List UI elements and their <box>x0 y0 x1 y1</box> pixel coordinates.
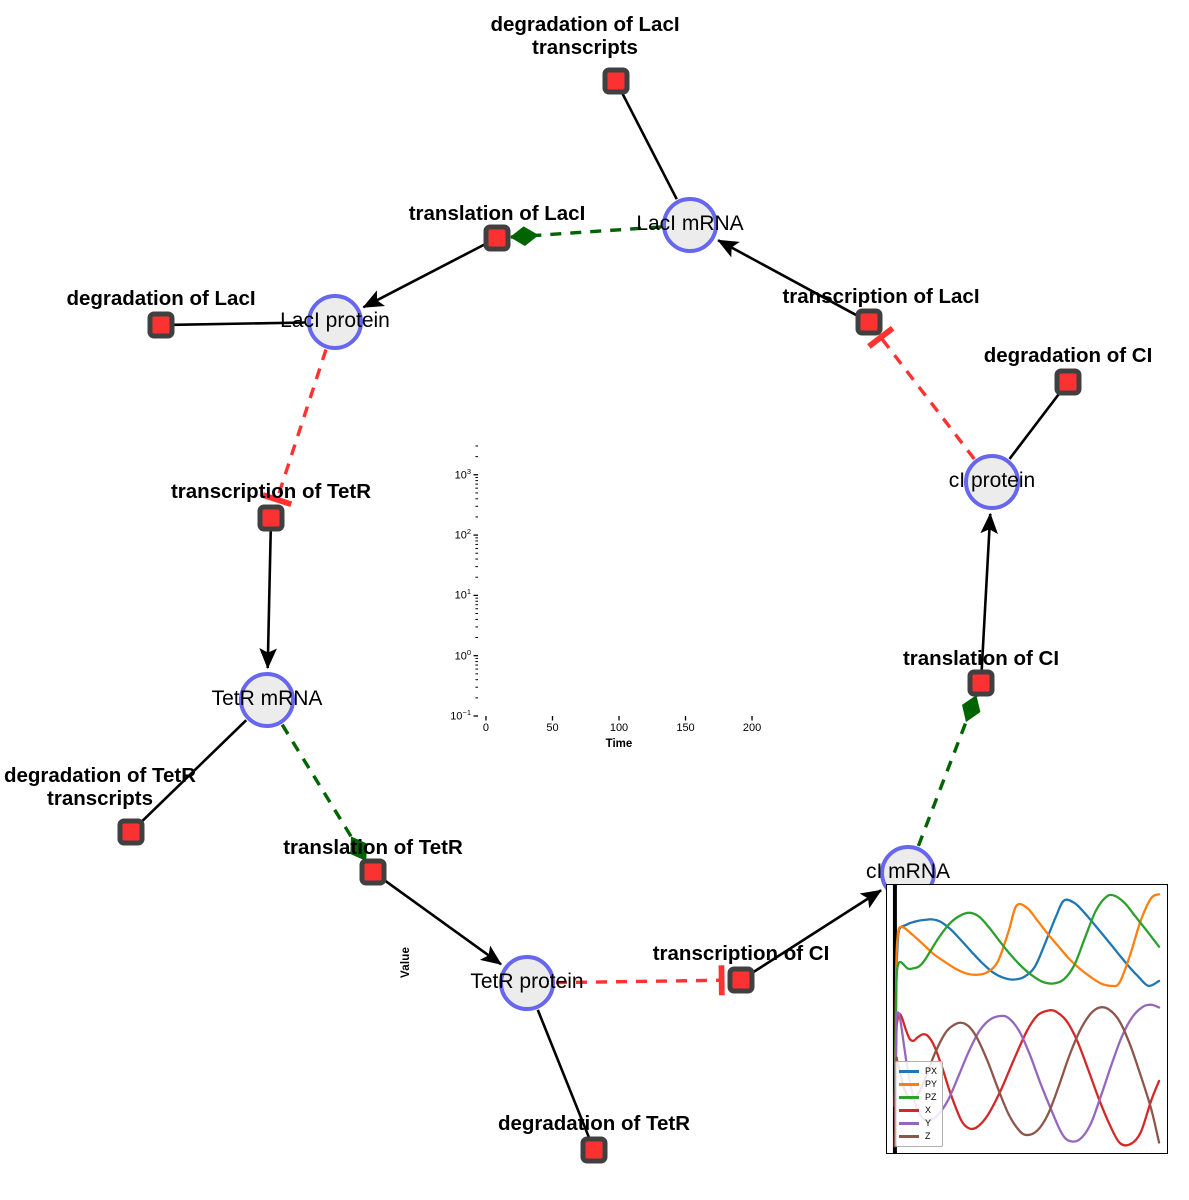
reaction-node[interactable] <box>1054 368 1082 396</box>
y-tick-label: 103 <box>454 466 471 482</box>
edge-solid-arrow <box>751 889 882 975</box>
legend-item: Y <box>899 1117 937 1130</box>
edge-dashed-tee <box>867 325 976 461</box>
legend-swatch <box>899 1096 919 1099</box>
legend-label: PX <box>925 1066 938 1076</box>
x-tick-label: 100 <box>609 722 629 734</box>
reaction-node[interactable] <box>257 504 285 532</box>
species-node[interactable] <box>307 294 363 350</box>
edge-solid-arrow <box>362 242 487 309</box>
chart-series-py <box>893 893 1161 1108</box>
y-tick-label: 100 <box>454 647 471 663</box>
x-tick-label: 150 <box>676 722 695 734</box>
edge-solid-arrow <box>382 878 502 966</box>
legend-item: PZ <box>899 1091 937 1104</box>
y-tick-label: 101 <box>454 587 471 603</box>
edge-solid-none <box>139 719 248 824</box>
legend-label: Y <box>925 1118 932 1128</box>
edge-dashed-diamond <box>509 225 662 247</box>
reaction-node[interactable] <box>855 308 883 336</box>
species-node[interactable] <box>239 672 295 728</box>
chart-plot-area: PX PY PZ X Y Z <box>886 884 1168 1154</box>
x-tick-label: 0 <box>482 722 490 734</box>
legend-label: PY <box>925 1079 938 1089</box>
edge-dashed-tee <box>555 965 725 996</box>
reaction-node[interactable] <box>359 858 387 886</box>
edge-solid-none <box>536 1009 591 1139</box>
edge-dashed-diamond <box>916 695 981 847</box>
species-node[interactable] <box>964 454 1020 510</box>
reaction-node[interactable] <box>483 224 511 252</box>
chart-xlabel: Time <box>605 738 633 750</box>
edge-dashed-diamond <box>280 723 368 861</box>
edge-solid-none <box>173 321 307 327</box>
timecourse-inset: Value PX PY PZ X Y Z 0 50 100 150 200 10−1 100 101 10… <box>400 438 1168 1154</box>
edge-solid-none <box>620 91 678 200</box>
legend-swatch <box>899 1135 919 1138</box>
x-tick-label: 50 <box>546 722 559 734</box>
legend-swatch <box>899 1109 919 1112</box>
legend-item: PX <box>899 1065 937 1078</box>
chart-series-px <box>893 898 1161 1108</box>
species-node[interactable] <box>499 955 555 1011</box>
chart-curves <box>892 885 1161 1153</box>
y-tick-label: 10−1 <box>450 708 471 723</box>
chart-series-x <box>893 1009 1161 1148</box>
species-node[interactable] <box>662 197 718 253</box>
chart-series-pz <box>893 893 1161 1108</box>
legend-label: X <box>925 1105 932 1115</box>
chart-legend: PX PY PZ X Y Z <box>895 1061 944 1147</box>
edge-solid-arrow <box>980 512 998 671</box>
reaction-node[interactable] <box>580 1136 608 1164</box>
y-tick-label: 102 <box>454 527 471 542</box>
reaction-node[interactable] <box>117 818 145 846</box>
legend-swatch <box>899 1122 919 1125</box>
reaction-node[interactable] <box>602 67 630 95</box>
legend-label: Z <box>925 1131 931 1141</box>
legend-item: X <box>899 1104 937 1117</box>
chart-ylabel: Value <box>400 946 412 978</box>
edge-solid-arrow <box>717 239 859 317</box>
edge-dashed-tee <box>261 349 328 507</box>
reaction-node[interactable] <box>967 669 995 697</box>
x-tick-label: 200 <box>742 722 762 734</box>
edge-solid-arrow <box>259 530 277 670</box>
legend-label: PZ <box>925 1092 937 1102</box>
legend-swatch <box>899 1070 919 1073</box>
legend-item: PY <box>899 1078 937 1091</box>
reaction-node[interactable] <box>147 311 175 339</box>
edge-solid-none <box>1008 391 1062 460</box>
legend-swatch <box>899 1083 919 1086</box>
reaction-node[interactable] <box>727 966 755 994</box>
legend-item: Z <box>899 1130 937 1143</box>
